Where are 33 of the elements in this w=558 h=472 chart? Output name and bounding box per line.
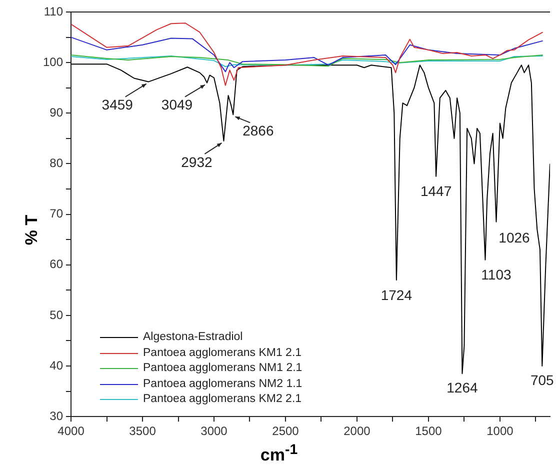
annotation: 2866: [242, 122, 274, 139]
annotation: 3459: [102, 96, 134, 113]
y-tick-label: 40: [50, 358, 64, 372]
annotation: 1026: [498, 230, 530, 246]
y-tick-label: 70: [50, 206, 64, 221]
y-axis-title: % T: [22, 214, 42, 246]
annotation: 1447: [420, 183, 452, 200]
y-tick-label: 80: [50, 156, 64, 170]
y-tick-label: 110: [44, 4, 64, 18]
y-tick-label: 60: [50, 257, 64, 272]
x-tick-label: 2500: [272, 424, 300, 438]
legend-label: Pantoea agglomerans KM2 2.1: [143, 392, 302, 407]
annotation: 705: [530, 372, 554, 388]
x-tick-label: 3000: [200, 424, 228, 438]
x-tick-label: 3500: [129, 424, 156, 438]
x-tick-label: 1000: [486, 424, 514, 438]
y-tick-label: 50: [50, 308, 64, 322]
legend-label: Pantoea agglomerans KM1 2.1: [143, 346, 302, 360]
annotation: 1264: [446, 379, 478, 396]
x-tick-label: 1500: [415, 424, 442, 438]
annotation: 1103: [481, 266, 512, 283]
y-tick-label: 90: [50, 105, 64, 120]
legend-label: Algestona-Estradiol: [143, 330, 243, 345]
legend-label: Pantoea agglomerans NM1 2.1: [143, 361, 302, 376]
annotation: 2932: [181, 154, 213, 170]
legend-label: Pantoea agglomerans NM2 1.1: [143, 376, 302, 392]
y-tick-label: 30: [50, 408, 64, 423]
x-tick-label: 2000: [344, 424, 371, 438]
x-axis-title: cm$^{-1}$: [259, 442, 299, 466]
y-tick-label: 100: [42, 54, 64, 69]
annotation: 1724: [380, 286, 412, 303]
x-tick-label: 4000: [58, 424, 85, 438]
annotation: 3049: [161, 96, 193, 113]
